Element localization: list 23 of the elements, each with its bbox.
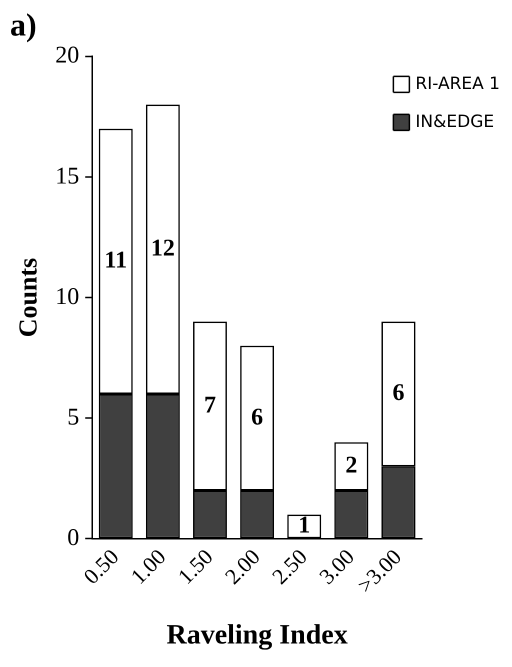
data-label: 11	[104, 248, 128, 274]
x-tick-label: 0.50	[78, 544, 124, 589]
x-tick-label: 2.50	[266, 544, 312, 589]
x-tick-label: 1.00	[126, 544, 170, 589]
chart-title: a)	[10, 6, 37, 42]
text: RI-AREA 1	[415, 74, 500, 94]
y-axis-title: Counts	[13, 258, 42, 338]
data-label: 2	[345, 452, 358, 479]
y-tick-label: 10	[55, 284, 80, 310]
data-label: 7	[204, 392, 216, 418]
data-label: 6	[392, 380, 404, 406]
y-tick-label: 5	[67, 404, 80, 430]
data-label: 12	[150, 236, 175, 262]
data-label: 6	[251, 404, 264, 430]
y-tick-label: 15	[55, 163, 80, 190]
y-tick-label: 20	[55, 42, 80, 69]
data-label: 1	[298, 512, 310, 539]
x-axis-title: Raveling Index	[166, 619, 348, 650]
x-tick-label: 1.50	[172, 544, 218, 589]
legend-label: IN&EDGE	[415, 112, 494, 132]
y-tick-label: 0	[67, 525, 80, 552]
x-tick-label: 2.00	[220, 544, 265, 589]
x-tick-label: 3.00	[314, 544, 359, 589]
